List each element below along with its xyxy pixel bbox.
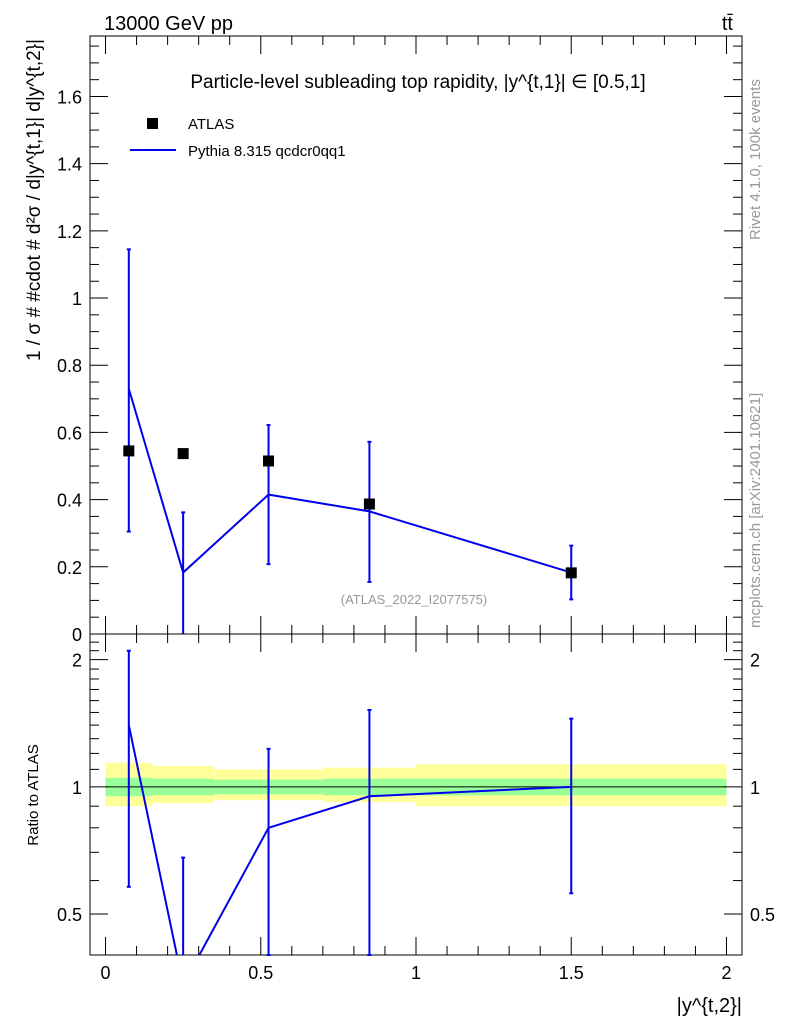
main-y-tick-label: 0.8 (57, 356, 82, 376)
ratio-y-tick-label-right: 1 (750, 778, 760, 798)
header-right: tt̄ (722, 13, 734, 35)
ratio-y-tick-label: 1 (72, 778, 82, 798)
atlas-data-point (123, 445, 135, 457)
main-y-tick-label: 1 (72, 289, 82, 309)
legend: ATLAS Pythia 8.315 qcdcr0qq1 (130, 116, 346, 160)
main-panel: 0 0.2 0.4 0.6 0.8 1 1.2 1.4 1.6 (57, 35, 743, 645)
ratio-y-tick-label: 0.5 (57, 905, 82, 925)
analysis-watermark: (ATLAS_2022_I2077575) (341, 592, 487, 607)
main-y-tick-label: 1.6 (57, 87, 82, 107)
legend-pythia-label: Pythia 8.315 qcdcr0qq1 (188, 143, 346, 160)
ratio-x-tick-label: 2 (721, 963, 731, 983)
ratio-x-tick-label: 0.5 (248, 963, 273, 983)
ratio-x-tick-label: 1 (411, 963, 421, 983)
atlas-data-point (177, 448, 189, 460)
atlas-data-point (363, 498, 375, 510)
main-y-tick-label: 0.2 (57, 558, 82, 578)
x-axis-label: |y^{t,2}| (677, 995, 742, 1017)
pythia-main-line (127, 388, 572, 575)
atlas-data-point (263, 455, 275, 467)
atlas-data-point (565, 567, 577, 579)
mcplots-label: mcplots.cern.ch [arXiv:2401.10621] (747, 393, 764, 628)
main-y-tick-label: 1.4 (57, 155, 82, 175)
ratio-y-tick-label-right: 2 (750, 651, 760, 671)
main-y-axis-label: 1 / σ # #cdot # d²σ / d|y^{t,1}| d|y^{t,… (24, 39, 45, 361)
main-y-tick-label: 0.4 (57, 491, 82, 511)
ratio-x-tick-label: 1.5 (559, 963, 584, 983)
pythia-ratio-line (127, 724, 572, 955)
legend-atlas-label: ATLAS (188, 116, 234, 133)
ratio-panel: 0 0.5 1 1.5 2 0.5 0.5 1 1 2 2 (57, 633, 775, 983)
ratio-y-tick-label-right: 0.5 (750, 905, 775, 925)
ratio-x-tick-label: 0 (101, 963, 111, 983)
header-left: 13000 GeV pp (104, 13, 233, 35)
chart-title: Particle-level subleading top rapidity, … (190, 72, 645, 93)
ratio-y-axis-label: Ratio to ATLAS (25, 744, 42, 845)
main-y-tick-label: 1.2 (57, 222, 82, 242)
rivet-label: Rivet 4.1.0, 100k events (747, 79, 764, 240)
main-y-tick-label: 0.6 (57, 423, 82, 443)
main-y-tick-label: 0 (72, 625, 82, 645)
legend-atlas-marker (147, 118, 158, 129)
ratio-y-tick-label: 2 (72, 651, 82, 671)
